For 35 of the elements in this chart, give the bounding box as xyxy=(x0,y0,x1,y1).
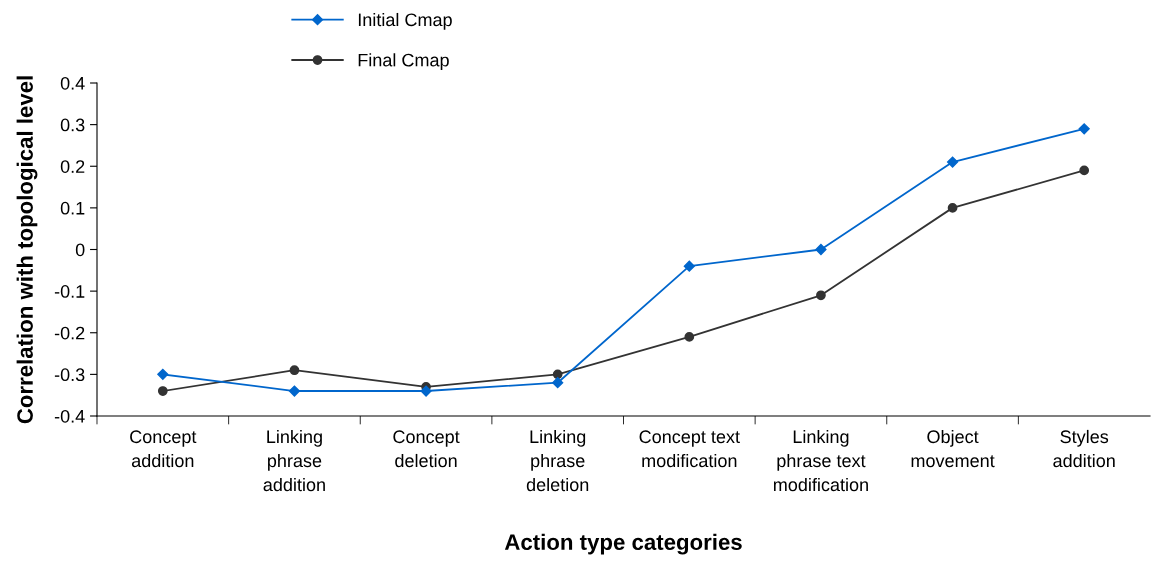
x-tick-label: Concept addition xyxy=(130,430,197,468)
x-tick-label: Concept deletion xyxy=(393,430,460,468)
legend-label: Final Cmap xyxy=(358,53,449,71)
x-tick-label: Styles addition xyxy=(1053,429,1115,468)
point xyxy=(683,260,695,272)
point xyxy=(289,365,300,376)
y-tick-label: -0.1 xyxy=(54,285,85,298)
point xyxy=(552,369,563,380)
point xyxy=(947,203,958,213)
y-axis-title: Correlation with topological level xyxy=(16,76,38,424)
x-tick-label: Linking phrase addition xyxy=(263,429,325,492)
y-tick-label: -0.2 xyxy=(54,326,85,340)
legend-label: Initial Cmap xyxy=(358,12,452,30)
point xyxy=(157,368,169,380)
point xyxy=(1079,165,1090,176)
point xyxy=(552,377,564,389)
y-tick-label: 0.3 xyxy=(60,118,85,132)
x-tick-label: Concept text modification xyxy=(639,430,740,468)
y-tick-label: 0.1 xyxy=(60,201,85,215)
y-tick-label: -0.3 xyxy=(54,368,85,382)
x-tick-label: Linking phrase deletion xyxy=(526,429,589,492)
x-tick-label: Linking phrase text modification xyxy=(773,429,868,492)
point xyxy=(815,243,827,256)
x-tick-label: Object movement xyxy=(911,429,995,468)
point xyxy=(157,386,168,396)
y-tick-label: 0 xyxy=(75,243,85,257)
point xyxy=(684,332,695,342)
point xyxy=(946,156,959,168)
y-tick-label: -0.4 xyxy=(54,409,85,423)
point xyxy=(1078,123,1090,135)
x-axis-title: Action type categories xyxy=(504,533,742,555)
y-tick-label: 0.4 xyxy=(60,76,85,90)
point xyxy=(288,385,301,397)
y-tick-label: 0.2 xyxy=(60,160,85,173)
point xyxy=(816,290,826,301)
